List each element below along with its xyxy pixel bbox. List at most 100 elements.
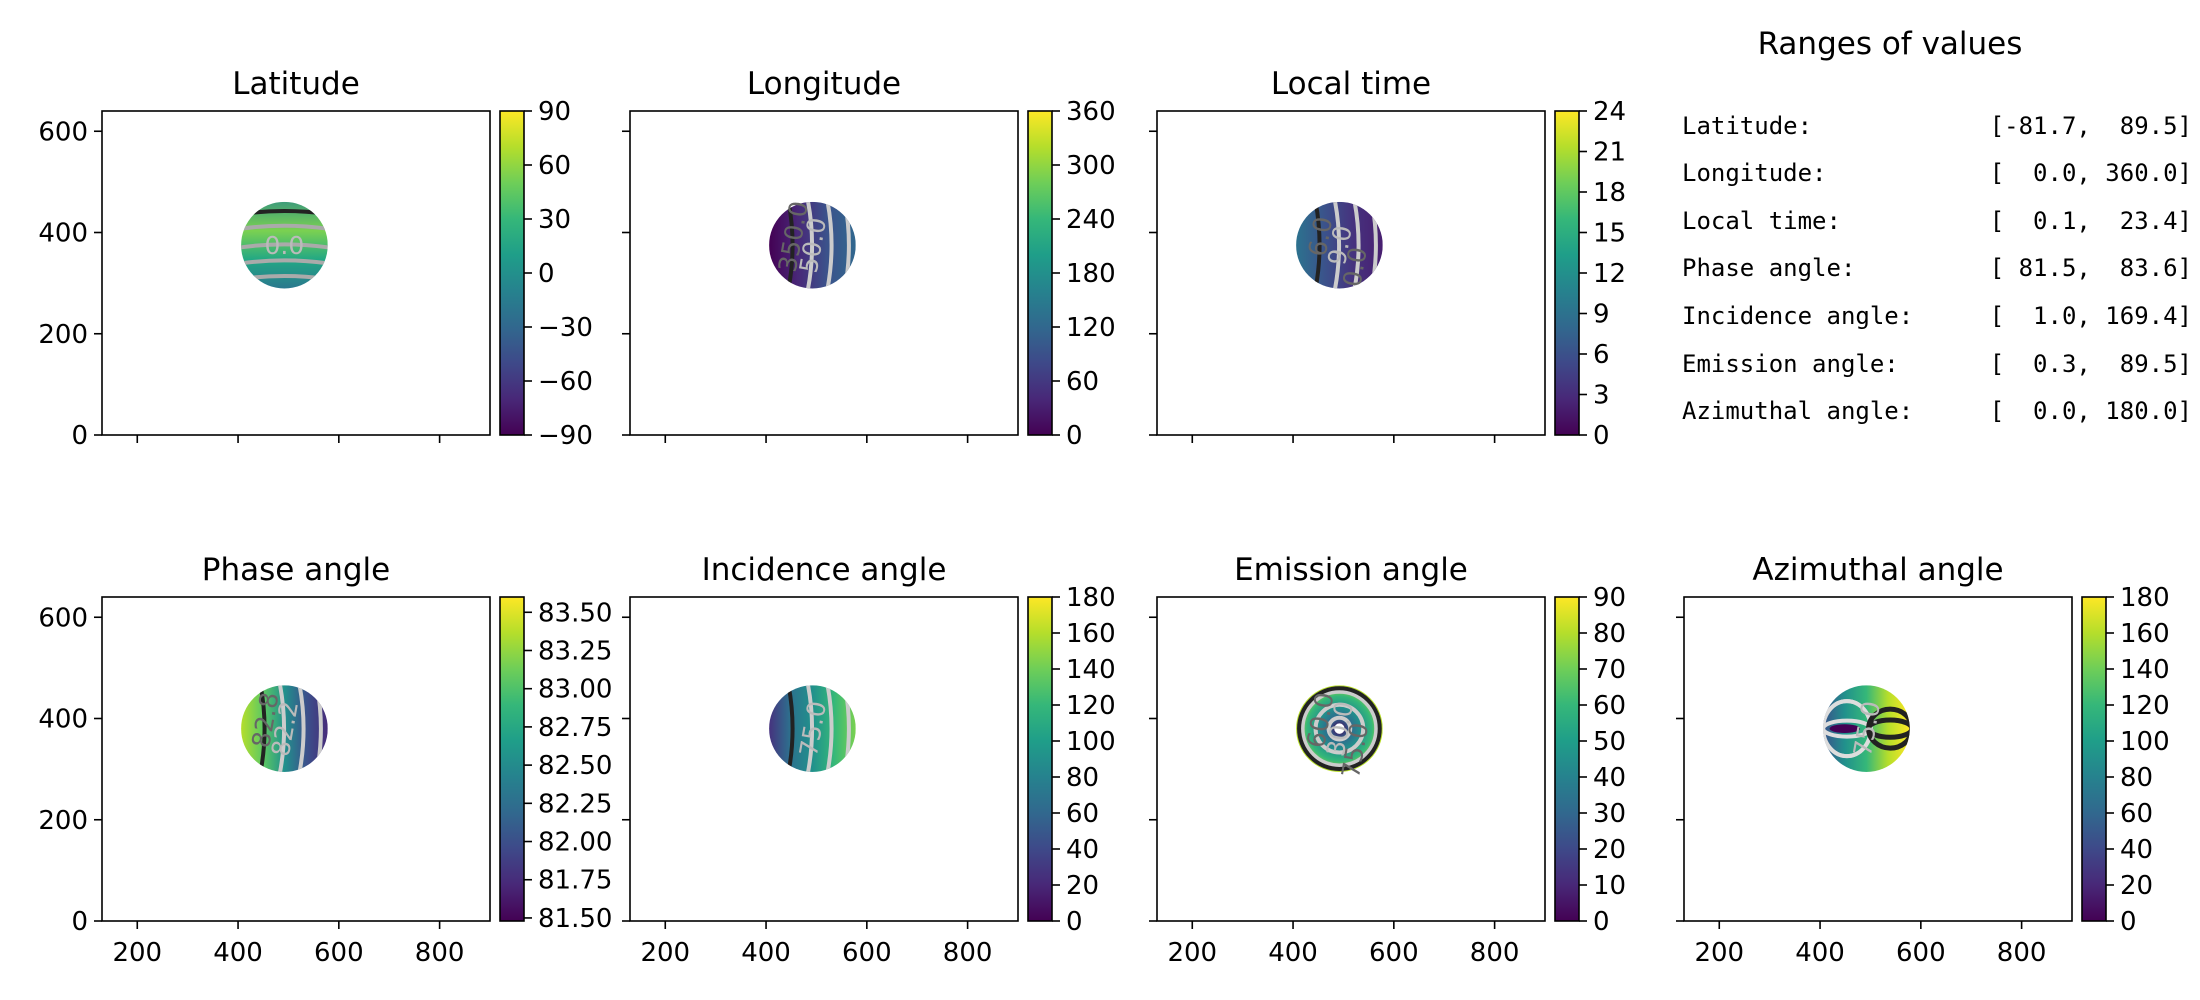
contour-line: [786, 201, 795, 289]
y-tick-label: 0: [71, 907, 88, 937]
range-row-longitude: Longitude: [ 0.0, 360.0]: [1682, 159, 2192, 189]
ranges-panel: Ranges of values Latitude: [-81.7, 89.5]…: [1660, 20, 2200, 440]
x-tick-label: 600: [1369, 938, 1419, 968]
colorbar-tick-label: 0: [1066, 907, 1083, 937]
colorbar-tick-label: 82.25: [538, 789, 612, 819]
colorbar-tick-label: 140: [1066, 655, 1116, 685]
range-value: [ 0.1, 23.4]: [1989, 207, 2192, 235]
range-value: [ 1.0, 169.4]: [1989, 302, 2192, 330]
colorbar-tick-label: 40: [1593, 763, 1626, 793]
colorbar-tick-label: 6: [1593, 340, 1610, 370]
contour-line: [1313, 702, 1366, 755]
contour-line: [1297, 686, 1382, 771]
colorbar-tick-label: 140: [2120, 655, 2170, 685]
colorbar: [1554, 110, 1580, 436]
contour-line: [1300, 689, 1379, 768]
colorbar-tick-label: 240: [1066, 205, 1116, 235]
range-label: Emission angle:: [1682, 350, 1899, 378]
contour-line: [825, 685, 834, 772]
y-tick-label: 600: [38, 603, 88, 633]
range-label: Latitude:: [1682, 112, 1813, 140]
contour-line: [297, 685, 306, 772]
colorbar-tick-label: 180: [2120, 583, 2170, 613]
x-tick-label: 600: [842, 938, 892, 968]
ranges-title: Ranges of values: [1757, 26, 2023, 62]
contour-line: [825, 201, 834, 289]
contour-line: [241, 242, 328, 250]
chart-panel: Latitude 0.0 0 200 400 600 90 60 30 0 −30 −60 −90: [38, 66, 593, 451]
x-tick-label: 600: [314, 938, 364, 968]
planet-disk: [1296, 685, 1383, 772]
colorbar-tick-label: 0: [1593, 907, 1610, 937]
range-row-incidence-angle: Incidence angle: [ 1.0, 169.4]: [1682, 302, 2192, 332]
colorbar-tick-label: 18: [1593, 178, 1626, 208]
chart-title: Latitude: [232, 66, 360, 102]
range-label: Phase angle:: [1682, 254, 1856, 282]
contour-label: 6.0: [1303, 214, 1338, 258]
colorbar-tick-label: 21: [1593, 138, 1626, 168]
contour-line: [1326, 715, 1353, 742]
range-label: Local time:: [1682, 207, 1841, 235]
y-tick-label: 0: [71, 421, 88, 451]
contour-line: [806, 201, 815, 289]
x-tick-label: 400: [741, 938, 791, 968]
colorbar-tick-label: 30: [1593, 799, 1626, 829]
colorbar-tick-label: 81.75: [538, 866, 612, 896]
chart-title: Azimuthal angle: [1752, 552, 2003, 588]
y-tick-label: 400: [38, 219, 88, 249]
x-tick-label: 800: [415, 938, 465, 968]
chart-panel: Local time 9.06.00.0 24 21 18 15 12 9 6 3 0: [1149, 66, 1626, 451]
colorbar-tick-label: 82.50: [538, 751, 612, 781]
colorbar-tick-label: 0: [1593, 421, 1610, 451]
colorbar: [1027, 596, 1053, 922]
colorbar-tick-label: 83.00: [538, 675, 612, 705]
contour-line: [1352, 201, 1361, 289]
colorbar-tick-label: 40: [1066, 835, 1099, 865]
range-label: Azimuthal angle:: [1682, 397, 1914, 425]
contour-label: 0.0: [265, 231, 305, 260]
colorbar-tick-label: 20: [2120, 871, 2153, 901]
chart-title: Longitude: [747, 66, 901, 102]
chart-title: Incidence angle: [702, 552, 947, 588]
axes-frame: [101, 110, 491, 436]
range-value: [ 81.5, 83.6]: [1989, 254, 2192, 282]
x-tick-label: 800: [1470, 938, 1520, 968]
colorbar-tick-label: 90: [538, 97, 571, 127]
axes-frame: [101, 596, 491, 922]
planet-disk: [241, 685, 328, 772]
contour-line: [1333, 201, 1342, 289]
axes-frame: [629, 596, 1019, 922]
axes-frame: [629, 110, 1019, 436]
axes-frame: [1156, 110, 1546, 436]
colorbar-tick-label: 120: [2120, 691, 2170, 721]
x-tick-label: 600: [1896, 938, 1946, 968]
x-tick-label: 200: [112, 938, 162, 968]
range-row-emission-angle: Emission angle: [ 0.3, 89.5]: [1682, 350, 2192, 380]
range-row-phase-angle: Phase angle: [ 81.5, 83.6]: [1682, 254, 2192, 284]
contour-line: [278, 685, 287, 772]
colorbar-tick-label: 83.50: [538, 598, 612, 628]
colorbar-tick-label: 90: [1593, 583, 1626, 613]
colorbar-tick-label: 80: [1593, 619, 1626, 649]
colorbar-tick-label: 100: [1066, 727, 1116, 757]
colorbar-tick-label: 30: [538, 205, 571, 235]
colorbar: [499, 110, 525, 436]
y-tick-label: 200: [38, 806, 88, 836]
x-tick-label: 400: [1268, 938, 1318, 968]
y-tick-label: 600: [38, 117, 88, 147]
colorbar-tick-label: 180: [1066, 259, 1116, 289]
colorbar-tick-label: 50: [1593, 727, 1626, 757]
colorbar-tick-label: 70: [1593, 655, 1626, 685]
colorbar-tick-label: 60: [2120, 799, 2153, 829]
x-tick-label: 200: [1694, 938, 1744, 968]
range-label: Longitude:: [1682, 159, 1827, 187]
contour-label: 9.0: [1322, 223, 1357, 267]
colorbar: [1027, 110, 1053, 436]
colorbar-tick-label: 0: [538, 259, 555, 289]
planet-disk: [769, 685, 856, 772]
colorbar-tick-label: 360: [1066, 97, 1116, 127]
colorbar-tick-label: 160: [1066, 619, 1116, 649]
range-row-local-time: Local time: [ 0.1, 23.4]: [1682, 207, 2192, 237]
colorbar-tick-label: 3: [1593, 381, 1610, 411]
